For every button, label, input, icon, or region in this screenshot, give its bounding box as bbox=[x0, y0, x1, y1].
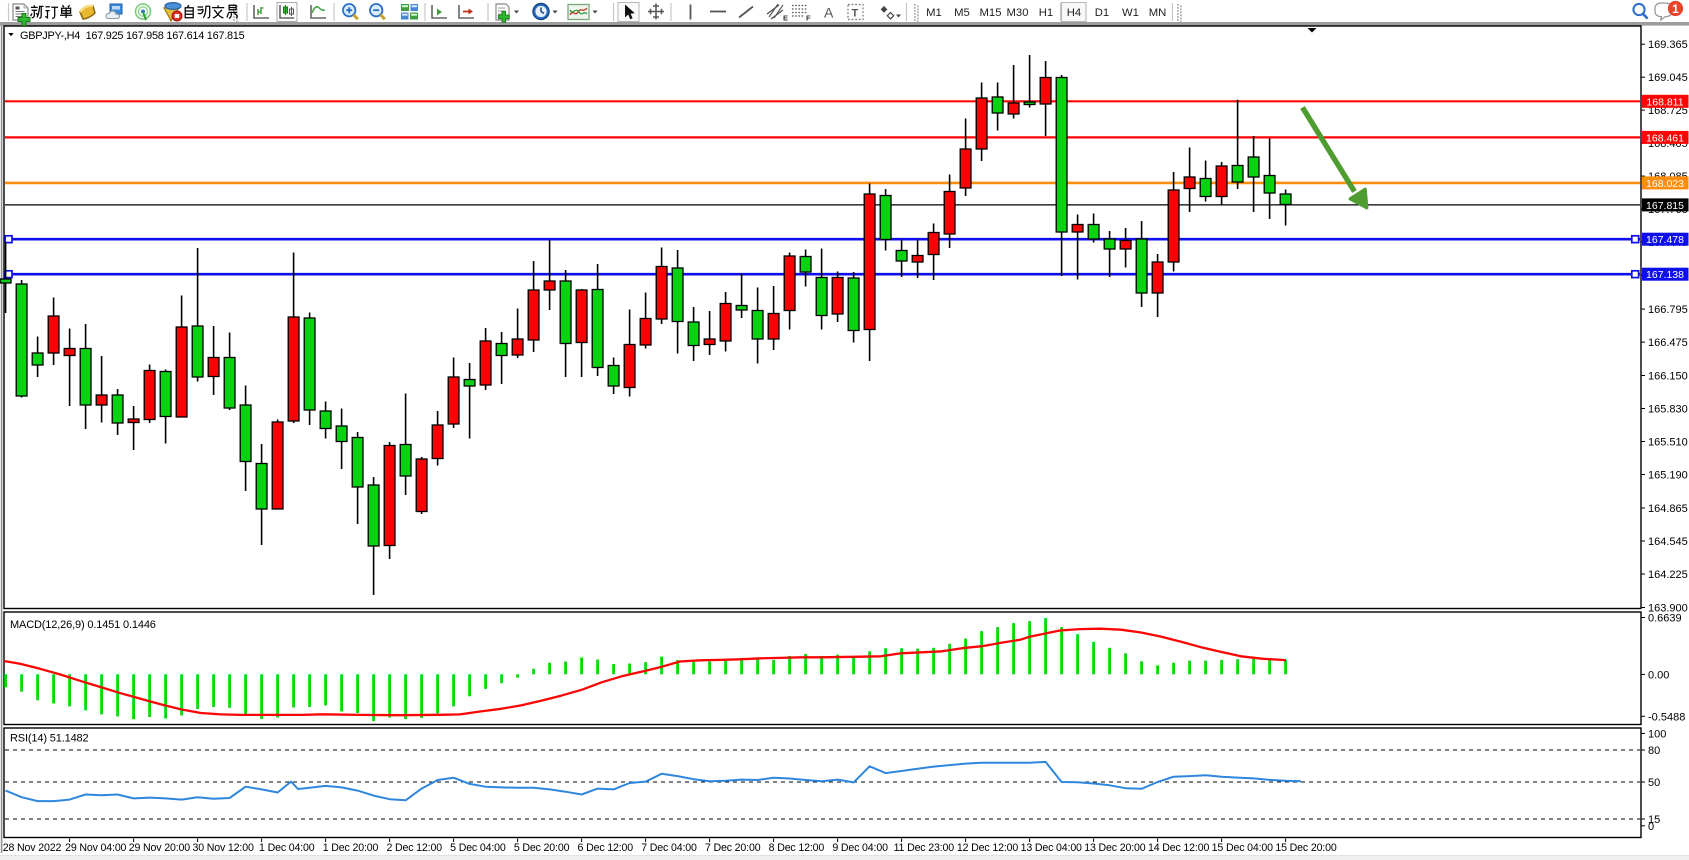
svg-text:11 Dec 23:00: 11 Dec 23:00 bbox=[894, 842, 955, 854]
svg-text:2 Dec 12:00: 2 Dec 12:00 bbox=[386, 842, 442, 854]
svg-text:165.190: 165.190 bbox=[1648, 470, 1688, 482]
svg-text:M5: M5 bbox=[954, 7, 970, 19]
svg-text:7 Dec 04:00: 7 Dec 04:00 bbox=[641, 842, 697, 854]
svg-text:29 Nov 04:00: 29 Nov 04:00 bbox=[65, 842, 126, 854]
svg-text:168.023: 168.023 bbox=[1646, 178, 1684, 190]
svg-text:165.830: 165.830 bbox=[1648, 404, 1688, 416]
svg-text:W1: W1 bbox=[1122, 7, 1139, 19]
svg-text:14 Dec 12:00: 14 Dec 12:00 bbox=[1148, 842, 1209, 854]
svg-text:168.811: 168.811 bbox=[1646, 96, 1683, 108]
svg-text:M1: M1 bbox=[926, 7, 942, 19]
svg-text:MACD(12,26,9) 0.1451 0.1446: MACD(12,26,9) 0.1451 0.1446 bbox=[10, 619, 156, 631]
svg-text:167.138: 167.138 bbox=[1646, 269, 1684, 281]
svg-text:28 Nov 2022: 28 Nov 2022 bbox=[3, 842, 62, 854]
svg-text:0.6639: 0.6639 bbox=[1648, 613, 1682, 625]
svg-text:6 Dec 12:00: 6 Dec 12:00 bbox=[578, 842, 634, 854]
svg-text:167.815: 167.815 bbox=[1646, 200, 1684, 212]
svg-text:164.865: 164.865 bbox=[1648, 503, 1688, 515]
svg-text:163.900: 163.900 bbox=[1648, 603, 1688, 615]
svg-text:15 Dec 04:00: 15 Dec 04:00 bbox=[1212, 842, 1273, 854]
svg-text:9 Dec 04:00: 9 Dec 04:00 bbox=[832, 842, 888, 854]
svg-text:A: A bbox=[824, 5, 834, 21]
svg-text:-0.5488: -0.5488 bbox=[1648, 711, 1685, 723]
svg-text:5 Dec 20:00: 5 Dec 20:00 bbox=[514, 842, 570, 854]
svg-text:168.725: 168.725 bbox=[1648, 105, 1688, 117]
svg-text:M15: M15 bbox=[980, 7, 1002, 19]
svg-text:30 Nov 12:00: 30 Nov 12:00 bbox=[192, 842, 253, 854]
svg-text:80: 80 bbox=[1648, 745, 1660, 757]
svg-text:GBPJPY-,H4 167.925 167.958 16: GBPJPY-,H4 167.925 167.958 167.614 167.8… bbox=[20, 30, 245, 42]
svg-text:1 Dec 04:00: 1 Dec 04:00 bbox=[259, 842, 315, 854]
svg-text:166.475: 166.475 bbox=[1648, 337, 1688, 349]
svg-text:15 Dec 20:00: 15 Dec 20:00 bbox=[1275, 842, 1336, 854]
svg-text:E: E bbox=[783, 14, 788, 23]
svg-text:165.510: 165.510 bbox=[1648, 437, 1688, 449]
svg-text:13 Dec 04:00: 13 Dec 04:00 bbox=[1021, 842, 1082, 854]
svg-text:166.795: 166.795 bbox=[1648, 304, 1688, 316]
svg-text:0.00: 0.00 bbox=[1648, 669, 1669, 681]
svg-text:15: 15 bbox=[1648, 814, 1660, 826]
svg-text:169.365: 169.365 bbox=[1648, 39, 1688, 51]
svg-text:169.045: 169.045 bbox=[1648, 72, 1688, 84]
svg-text:166.150: 166.150 bbox=[1648, 371, 1688, 383]
svg-text:MN: MN bbox=[1149, 7, 1167, 19]
svg-text:5 Dec 04:00: 5 Dec 04:00 bbox=[450, 842, 506, 854]
svg-text:29 Nov 20:00: 29 Nov 20:00 bbox=[129, 842, 190, 854]
svg-text:167.478: 167.478 bbox=[1646, 234, 1684, 246]
svg-text:50: 50 bbox=[1648, 777, 1660, 789]
svg-text:168.461: 168.461 bbox=[1646, 132, 1684, 144]
svg-text:164.545: 164.545 bbox=[1648, 536, 1688, 548]
svg-text:RSI(14) 51.1482: RSI(14) 51.1482 bbox=[10, 733, 88, 745]
svg-text:100: 100 bbox=[1648, 728, 1666, 740]
svg-text:164.225: 164.225 bbox=[1648, 569, 1688, 581]
svg-text:1: 1 bbox=[1672, 2, 1679, 16]
svg-text:M30: M30 bbox=[1007, 7, 1029, 19]
svg-text:0: 0 bbox=[1648, 821, 1654, 833]
svg-text:12 Dec 12:00: 12 Dec 12:00 bbox=[957, 842, 1018, 854]
svg-text:T: T bbox=[852, 8, 859, 20]
svg-text:1 Dec 20:00: 1 Dec 20:00 bbox=[323, 842, 379, 854]
svg-text:D1: D1 bbox=[1095, 7, 1109, 19]
svg-text:8 Dec 12:00: 8 Dec 12:00 bbox=[769, 842, 825, 854]
svg-text:13 Dec 20:00: 13 Dec 20:00 bbox=[1084, 842, 1145, 854]
svg-text:7 Dec 20:00: 7 Dec 20:00 bbox=[705, 842, 761, 854]
svg-text:H4: H4 bbox=[1067, 7, 1081, 19]
svg-text:F: F bbox=[806, 14, 811, 23]
svg-text:H1: H1 bbox=[1039, 7, 1053, 19]
